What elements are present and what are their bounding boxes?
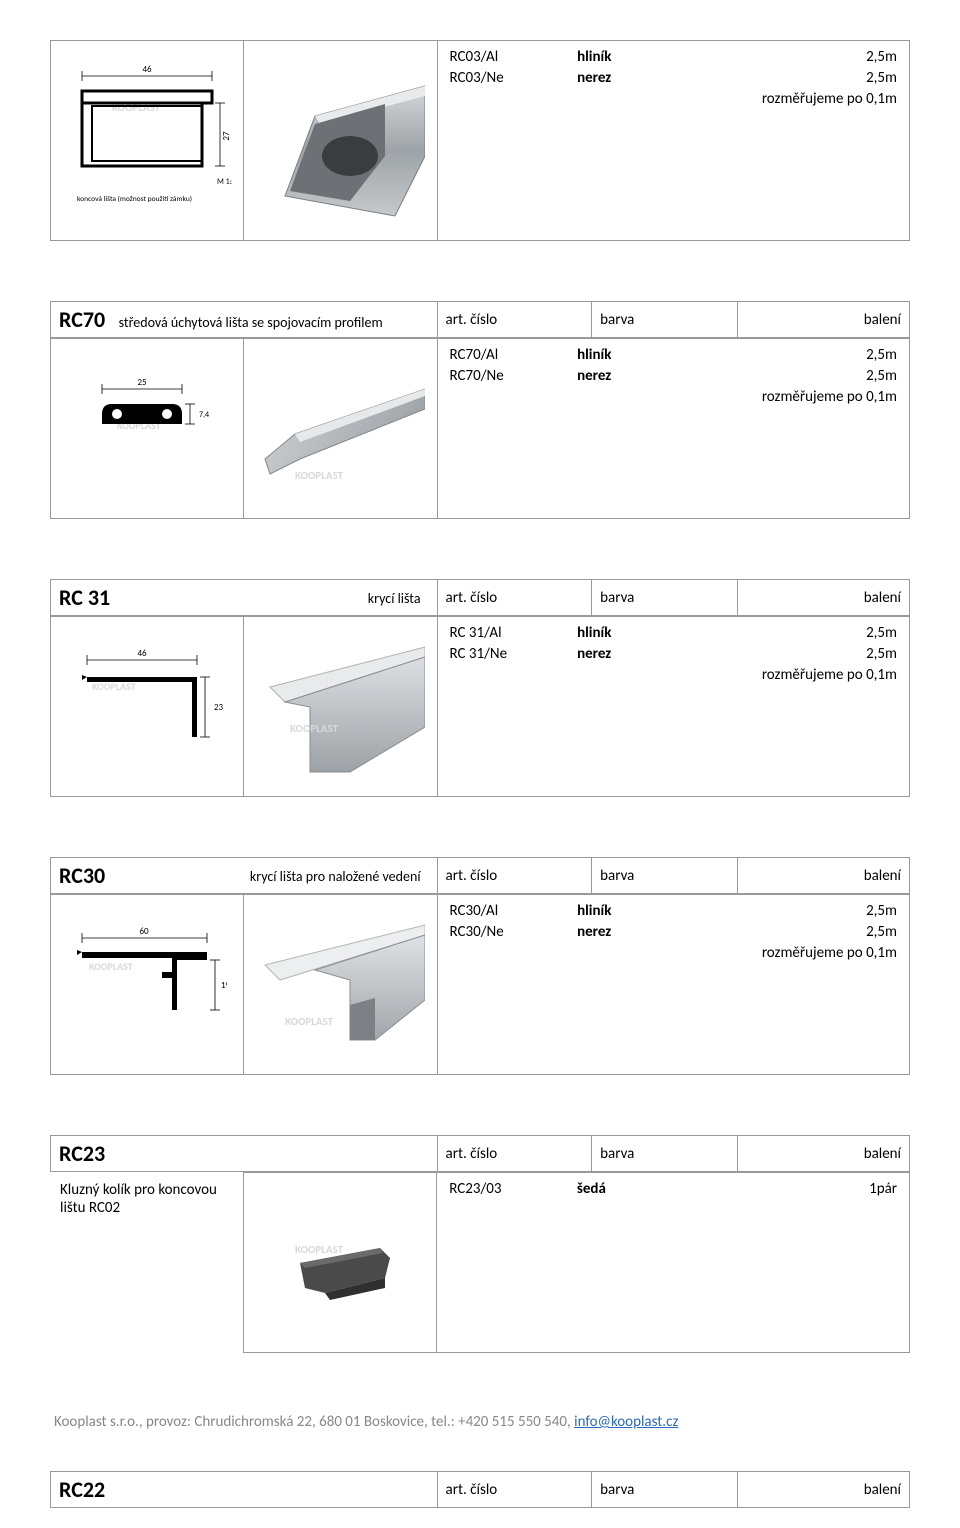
measure-note: rozměřujeme po 0,1m — [710, 89, 901, 110]
rc31-photo: KOOPLAST — [255, 632, 425, 782]
color-value: nerez — [573, 68, 710, 89]
svg-text:KOOPLAST: KOOPLAST — [89, 960, 133, 973]
color-value: hliník — [573, 47, 710, 68]
section-rc22: RC22 art. číslo barva balení — [50, 1471, 910, 1508]
product-desc: středová úchytová lišta se spojovacím pr… — [119, 314, 383, 331]
table-row: RC30/Nenerez2,5m — [446, 922, 901, 943]
page-footer: Kooplast s.r.o., provoz: Chrudichromská … — [50, 1413, 910, 1431]
pack-value: 2,5m — [710, 47, 901, 68]
svg-text:KOOPLAST: KOOPLAST — [290, 722, 339, 735]
svg-text:46: 46 — [138, 648, 148, 659]
col-baleni: balení — [738, 302, 910, 338]
table-row: RC70/Nenerez2,5m — [446, 366, 901, 387]
rc31-drawing-cell: 46 KOOPLAST 23 — [51, 617, 244, 797]
scale-label: M 1:1 — [217, 177, 232, 187]
rc23-data-cell: RC23/03šedá1pár — [437, 1173, 910, 1353]
svg-text:KOOPLAST: KOOPLAST — [295, 1243, 344, 1256]
header-left: RC30 krycí lišta pro naložené vedení — [51, 858, 438, 894]
table-row: RC03/Al hliník 2,5m — [446, 47, 901, 68]
svg-text:19: 19 — [221, 980, 227, 991]
svg-text:KOOPLAST: KOOPLAST — [295, 469, 344, 482]
table-row: RC23/03šedá1pár — [445, 1179, 901, 1200]
footer-text: Kooplast s.r.o., provoz: Chrudichromská … — [54, 1413, 574, 1431]
table-row: RC30/Alhliník2,5m — [446, 901, 901, 922]
svg-text:25: 25 — [138, 377, 148, 388]
col-art: art. číslo — [437, 302, 592, 338]
rc30-photo: KOOPLAST — [255, 910, 425, 1060]
rc23-photo-cell: KOOPLAST — [243, 1173, 436, 1353]
rc03-drawing-cell: 46 KOOPLAST 27 M 1:1 kon — [51, 41, 244, 241]
header-left: RC23 — [51, 1136, 438, 1172]
section-rc30: RC30 krycí lišta pro naložené vedení art… — [50, 857, 910, 1075]
rc31-data-cell: RC 31/Alhliník2,5m RC 31/Nenerez2,5m roz… — [437, 617, 909, 797]
rc03-photo — [255, 56, 425, 226]
svg-text:60: 60 — [140, 926, 150, 937]
pack-value: 2,5m — [710, 68, 901, 89]
rc30-drawing-cell: 60 KOOPLAST 19 — [51, 895, 244, 1075]
rc70-data-cell: RC70/Alhliník2,5m RC70/Nenerez2,5m rozmě… — [437, 339, 909, 519]
section-rc70: RC70 středová úchytová lišta se spojovac… — [50, 301, 910, 519]
svg-text:23: 23 — [214, 702, 224, 713]
section-rc03: 46 KOOPLAST 27 M 1:1 kon — [50, 40, 910, 241]
section-rc23: RC23 art. číslo barva balení Kluzný kolí… — [50, 1135, 910, 1353]
rc30-data-cell: RC30/Alhliník2,5m RC30/Nenerez2,5m rozmě… — [437, 895, 909, 1075]
header-left: RC22 — [51, 1472, 438, 1508]
table-row: RC 31/Alhliník2,5m — [446, 623, 901, 644]
rc03-photo-cell — [244, 41, 437, 241]
art-number: RC03/Al — [446, 47, 574, 68]
art-number: RC03/Ne — [446, 68, 574, 89]
rc31-photo-cell: KOOPLAST — [244, 617, 437, 797]
rc70-cross-section-drawing: 25 KOOPLAST 7,4 — [72, 369, 222, 489]
table-row: RC03/Ne nerez 2,5m — [446, 68, 901, 89]
svg-text:7,4: 7,4 — [199, 410, 209, 420]
rc70-photo: KOOPLAST — [255, 364, 425, 494]
rc31-cross-section-drawing: 46 KOOPLAST 23 — [67, 642, 227, 772]
col-barva: barva — [592, 302, 738, 338]
rc70-photo-cell: KOOPLAST — [244, 339, 437, 519]
rc30-cross-section-drawing: 60 KOOPLAST 19 — [67, 920, 227, 1050]
dim-label: 27 — [221, 131, 232, 141]
header-left: RC70 středová úchytová lišta se spojovac… — [51, 302, 438, 338]
section-rc31: RC 31 krycí lišta art. číslo barva balen… — [50, 579, 910, 797]
rc23-sub-desc: Kluzný kolík pro koncovou lištu RC02 — [60, 1181, 217, 1217]
rc23-photo: KOOPLAST — [265, 1208, 415, 1318]
rc03-data-cell: RC03/Al hliník 2,5m RC03/Ne nerez 2,5m r… — [437, 41, 909, 241]
rc30-photo-cell: KOOPLAST — [244, 895, 437, 1075]
rc03-cross-section-drawing: 46 KOOPLAST 27 M 1:1 kon — [62, 56, 232, 226]
header-left: RC 31 krycí lišta — [51, 580, 438, 616]
product-code: RC70 — [59, 306, 105, 333]
rc70-drawing-cell: 25 KOOPLAST 7,4 — [51, 339, 244, 519]
table-row: RC 31/Nenerez2,5m — [446, 644, 901, 665]
drawing-note: koncová lišta (možnost použití zámku) — [77, 194, 192, 204]
svg-text:KOOPLAST: KOOPLAST — [285, 1015, 334, 1028]
dim-label: 46 — [143, 64, 153, 75]
table-row: RC70/Alhliník2,5m — [446, 345, 901, 366]
footer-email-link[interactable]: info@kooplast.cz — [574, 1413, 678, 1431]
rc23-desc-cell: Kluzný kolík pro koncovou lištu RC02 — [50, 1173, 243, 1353]
